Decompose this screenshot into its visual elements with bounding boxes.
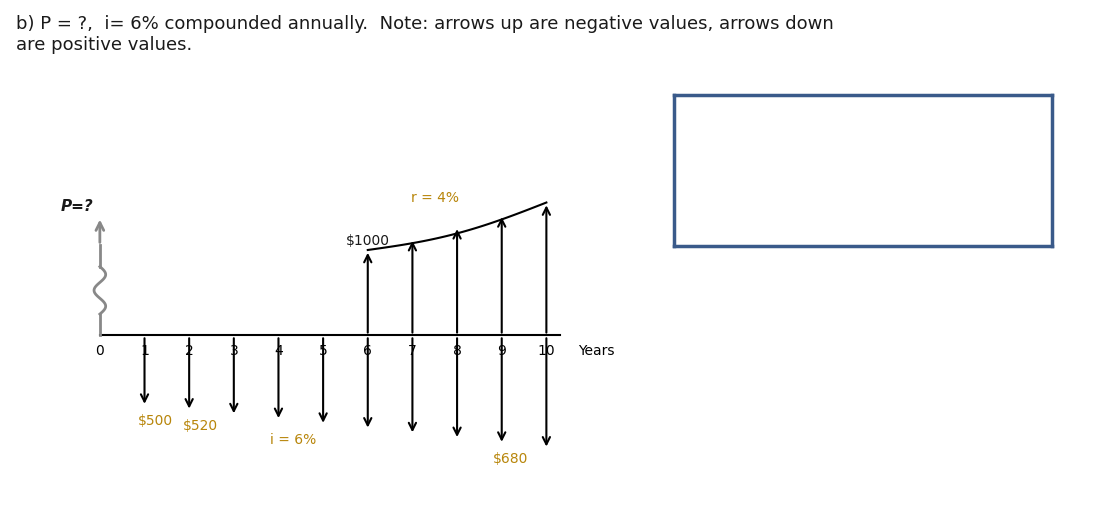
- Text: r = 4%: r = 4%: [411, 191, 459, 205]
- Text: P=?: P=?: [60, 200, 93, 214]
- Text: $520: $520: [182, 419, 218, 432]
- Text: 3: 3: [229, 344, 238, 358]
- Text: $1000: $1000: [345, 233, 389, 248]
- Text: 1: 1: [140, 344, 149, 358]
- Text: $500: $500: [138, 414, 173, 428]
- Text: 0: 0: [95, 344, 104, 358]
- Text: Years: Years: [578, 344, 614, 358]
- Text: 8: 8: [453, 344, 461, 358]
- Text: 9: 9: [498, 344, 506, 358]
- Text: 2: 2: [185, 344, 194, 358]
- Text: 10: 10: [537, 344, 556, 358]
- Text: $680: $680: [493, 452, 528, 466]
- Text: 6: 6: [364, 344, 373, 358]
- Text: b) P = ?,  i= 6% compounded annually.  Note: arrows up are negative values, arro: b) P = ?, i= 6% compounded annually. Not…: [16, 15, 834, 54]
- Text: 7: 7: [408, 344, 416, 358]
- Text: 4: 4: [274, 344, 283, 358]
- Text: i = 6%: i = 6%: [270, 433, 316, 447]
- Text: 5: 5: [319, 344, 328, 358]
